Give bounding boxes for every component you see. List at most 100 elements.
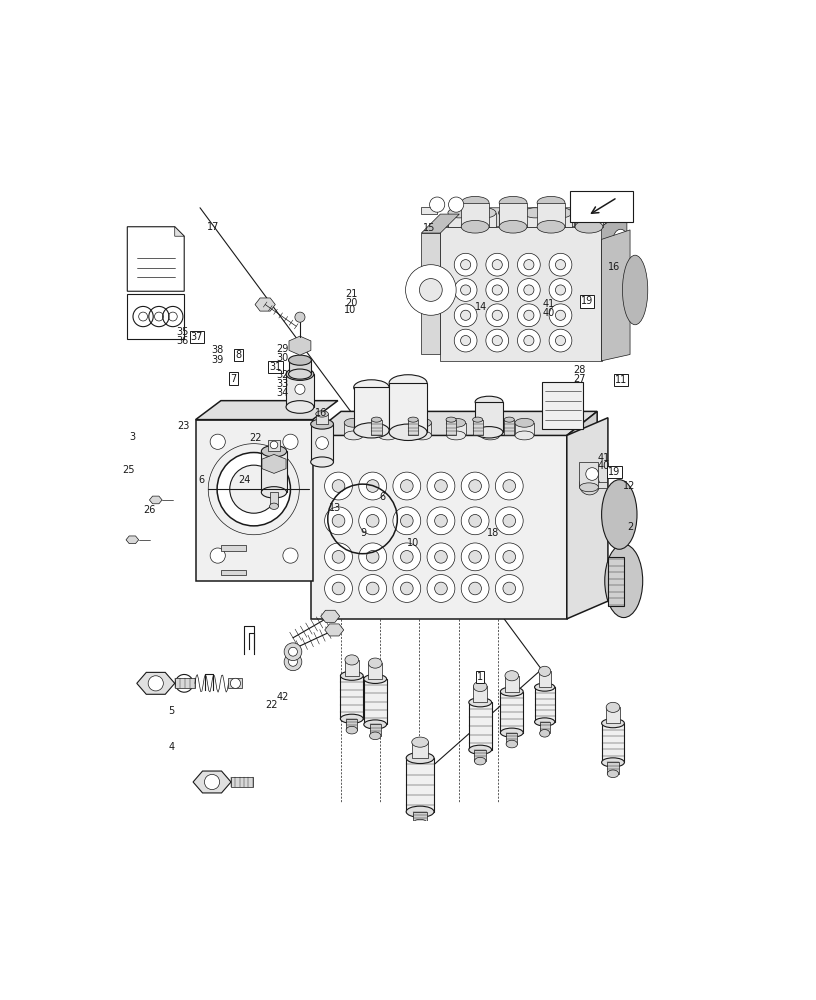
- Bar: [221, 545, 246, 551]
- Text: 5: 5: [168, 706, 175, 716]
- Polygon shape: [579, 462, 598, 486]
- Text: 36: 36: [176, 336, 188, 346]
- Ellipse shape: [575, 220, 603, 233]
- Text: 13: 13: [329, 503, 341, 513]
- Text: 31: 31: [269, 362, 282, 372]
- Text: 10: 10: [407, 538, 419, 548]
- Ellipse shape: [353, 423, 389, 438]
- Text: 37: 37: [191, 332, 203, 342]
- Ellipse shape: [537, 220, 565, 233]
- Circle shape: [435, 514, 447, 527]
- Circle shape: [556, 310, 565, 320]
- Circle shape: [295, 312, 305, 322]
- Ellipse shape: [353, 380, 389, 395]
- Ellipse shape: [504, 417, 514, 422]
- Circle shape: [524, 285, 534, 295]
- Ellipse shape: [346, 726, 357, 734]
- Circle shape: [289, 647, 297, 656]
- Ellipse shape: [499, 208, 521, 218]
- Bar: [499, 213, 521, 227]
- Circle shape: [460, 336, 471, 346]
- Polygon shape: [262, 454, 286, 473]
- Polygon shape: [289, 336, 311, 355]
- Circle shape: [524, 336, 534, 346]
- Ellipse shape: [412, 737, 428, 747]
- Circle shape: [486, 304, 508, 327]
- Bar: [475, 402, 503, 432]
- Bar: [368, 663, 382, 679]
- Ellipse shape: [605, 544, 643, 618]
- Ellipse shape: [311, 457, 334, 467]
- Ellipse shape: [446, 418, 466, 427]
- Ellipse shape: [468, 745, 491, 754]
- Circle shape: [393, 543, 421, 571]
- Ellipse shape: [344, 418, 363, 427]
- Ellipse shape: [474, 757, 486, 765]
- Bar: [221, 570, 246, 575]
- Bar: [515, 423, 534, 435]
- Text: 25: 25: [122, 465, 135, 475]
- Circle shape: [435, 551, 447, 563]
- Bar: [500, 692, 523, 733]
- Ellipse shape: [473, 208, 496, 218]
- Ellipse shape: [481, 418, 499, 427]
- Bar: [504, 420, 514, 435]
- Circle shape: [325, 507, 353, 535]
- Circle shape: [332, 514, 345, 527]
- Ellipse shape: [364, 720, 387, 729]
- Ellipse shape: [537, 196, 565, 209]
- Circle shape: [495, 507, 523, 535]
- Polygon shape: [127, 227, 184, 291]
- Bar: [446, 420, 456, 435]
- Text: 40: 40: [598, 461, 610, 471]
- Circle shape: [486, 253, 508, 276]
- Text: 14: 14: [475, 302, 488, 312]
- Ellipse shape: [261, 487, 286, 498]
- Ellipse shape: [505, 671, 519, 681]
- Circle shape: [468, 551, 481, 563]
- Polygon shape: [311, 435, 567, 619]
- Polygon shape: [127, 294, 184, 339]
- Ellipse shape: [613, 229, 628, 252]
- Ellipse shape: [461, 220, 489, 233]
- Ellipse shape: [473, 681, 487, 692]
- Circle shape: [359, 472, 387, 500]
- Circle shape: [549, 304, 572, 327]
- Text: 19: 19: [581, 296, 593, 306]
- Text: 33: 33: [276, 379, 288, 389]
- Circle shape: [366, 514, 379, 527]
- Circle shape: [205, 774, 220, 790]
- Ellipse shape: [379, 431, 397, 440]
- Circle shape: [492, 260, 503, 270]
- Text: 42: 42: [277, 692, 289, 702]
- Circle shape: [401, 514, 413, 527]
- Ellipse shape: [613, 255, 628, 277]
- Text: 22: 22: [265, 700, 277, 710]
- Ellipse shape: [340, 714, 363, 723]
- Ellipse shape: [499, 220, 527, 233]
- Bar: [472, 420, 483, 435]
- Text: 41: 41: [543, 299, 555, 309]
- Ellipse shape: [389, 424, 427, 440]
- Bar: [289, 360, 312, 374]
- Polygon shape: [567, 418, 608, 619]
- Bar: [506, 733, 517, 744]
- Text: 22: 22: [250, 433, 262, 443]
- Bar: [413, 812, 427, 823]
- Ellipse shape: [408, 417, 418, 422]
- Circle shape: [332, 582, 345, 595]
- Polygon shape: [175, 227, 184, 236]
- Ellipse shape: [499, 196, 527, 209]
- Bar: [534, 687, 555, 722]
- Bar: [575, 203, 603, 227]
- Circle shape: [435, 480, 447, 492]
- Text: 18: 18: [486, 528, 499, 538]
- Bar: [340, 676, 363, 719]
- Circle shape: [461, 472, 489, 500]
- Circle shape: [486, 329, 508, 352]
- Text: 11: 11: [615, 375, 628, 385]
- Circle shape: [359, 507, 387, 535]
- Bar: [574, 213, 597, 227]
- Circle shape: [492, 285, 503, 295]
- Ellipse shape: [448, 208, 471, 218]
